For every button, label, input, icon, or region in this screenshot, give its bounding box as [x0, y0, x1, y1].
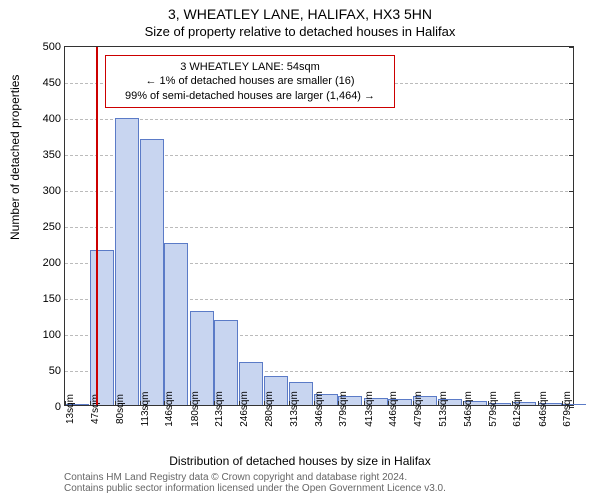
gridline	[65, 119, 573, 120]
y-axis-label: Number of detached properties	[8, 75, 22, 240]
x-tick-label: 313sqm	[289, 391, 300, 427]
y-tick-mark	[569, 155, 574, 156]
x-tick-label: 113sqm	[140, 392, 151, 427]
attribution-line: Contains HM Land Registry data © Crown c…	[64, 472, 446, 483]
y-tick-label: 150	[31, 293, 61, 305]
x-tick-label: 679sqm	[562, 391, 573, 427]
y-tick-mark	[569, 119, 574, 120]
x-tick-label: 346sqm	[314, 391, 325, 427]
y-tick-label: 300	[31, 185, 61, 197]
chart-plot-area: 05010015020025030035040045050013sqm47sqm…	[64, 46, 574, 406]
histogram-bar	[140, 139, 164, 405]
attribution-text: Contains HM Land Registry data © Crown c…	[64, 472, 446, 494]
y-tick-mark	[569, 47, 574, 48]
x-tick-label: 13sqm	[65, 394, 76, 424]
x-tick-label: 213sqm	[214, 391, 225, 427]
annotation-line: ← 1% of detached houses are smaller (16)	[114, 74, 386, 88]
y-tick-label: 0	[31, 401, 61, 413]
x-tick-label: 246sqm	[239, 391, 250, 427]
y-tick-label: 250	[31, 221, 61, 233]
attribution-line: Contains public sector information licen…	[64, 483, 446, 494]
y-tick-label: 200	[31, 257, 61, 269]
x-tick-label: 80sqm	[115, 394, 126, 424]
histogram-bar	[90, 250, 114, 405]
y-tick-mark	[569, 263, 574, 264]
x-tick-label: 446sqm	[388, 391, 399, 427]
annotation-box: 3 WHEATLEY LANE: 54sqm← 1% of detached h…	[105, 55, 395, 108]
y-tick-mark	[569, 191, 574, 192]
x-tick-label: 646sqm	[538, 391, 549, 427]
histogram-bar	[115, 118, 139, 405]
y-tick-mark	[569, 227, 574, 228]
x-tick-label: 612sqm	[512, 391, 523, 427]
x-tick-label: 479sqm	[413, 391, 424, 427]
x-tick-label: 579sqm	[488, 391, 499, 427]
page-title: 3, WHEATLEY LANE, HALIFAX, HX3 5HN	[0, 6, 600, 22]
x-tick-label: 180sqm	[190, 391, 201, 427]
y-tick-label: 50	[31, 365, 61, 377]
x-tick-label: 513sqm	[438, 391, 449, 427]
y-tick-mark	[569, 371, 574, 372]
y-tick-label: 100	[31, 329, 61, 341]
x-tick-label: 146sqm	[164, 391, 175, 427]
subtitle: Size of property relative to detached ho…	[0, 24, 600, 39]
annotation-line: 99% of semi-detached houses are larger (…	[114, 89, 386, 103]
y-tick-mark	[569, 299, 574, 300]
y-tick-label: 400	[31, 113, 61, 125]
marker-line	[96, 47, 98, 405]
y-tick-mark	[569, 335, 574, 336]
y-tick-label: 450	[31, 77, 61, 89]
x-tick-label: 379sqm	[338, 391, 349, 427]
y-tick-mark	[569, 83, 574, 84]
annotation-line: 3 WHEATLEY LANE: 54sqm	[114, 60, 386, 74]
x-axis-label: Distribution of detached houses by size …	[0, 454, 600, 468]
y-tick-label: 350	[31, 149, 61, 161]
x-tick-label: 546sqm	[463, 391, 474, 427]
x-tick-label: 280sqm	[264, 391, 275, 427]
x-tick-label: 413sqm	[364, 391, 375, 427]
y-tick-label: 500	[31, 41, 61, 53]
histogram-bar	[164, 243, 188, 405]
